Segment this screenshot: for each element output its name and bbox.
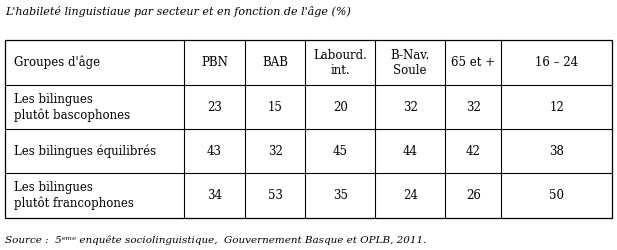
Text: 34: 34 [207,189,222,202]
Text: 44: 44 [403,145,418,158]
Text: 42: 42 [466,145,481,158]
Text: Source :  5ᵉᵐᵉ enquête sociolinguistique,  Gouvernement Basque et OPLB, 2011.: Source : 5ᵉᵐᵉ enquête sociolinguistique,… [5,236,426,245]
Text: Labourd.
int.: Labourd. int. [313,49,367,77]
Text: BAB: BAB [262,56,288,69]
Text: 50: 50 [549,189,564,202]
Text: 32: 32 [403,101,418,114]
Text: 43: 43 [207,145,222,158]
Text: 15: 15 [268,101,283,114]
Text: 45: 45 [333,145,348,158]
Text: 26: 26 [466,189,481,202]
Text: Les bilingues
plutôt francophones: Les bilingues plutôt francophones [14,181,134,210]
Text: L'habileté linguistiaue par secteur et en fonction de l'âge (%): L'habileté linguistiaue par secteur et e… [5,6,351,17]
Text: 16 – 24: 16 – 24 [535,56,578,69]
Bar [5,40,612,218]
Text: 32: 32 [466,101,481,114]
Text: 38: 38 [549,145,564,158]
Text: PBN: PBN [201,56,228,69]
Text: B-Nav.
Soule: B-Nav. Soule [391,49,430,77]
Text: 65 et +: 65 et + [451,56,495,69]
Text: 12: 12 [549,101,564,114]
Text: 53: 53 [268,189,283,202]
Text: 24: 24 [403,189,418,202]
Text: Les bilingues équilibrés: Les bilingues équilibrés [14,145,156,158]
Text: 23: 23 [207,101,222,114]
Text: Les bilingues
plutôt bascophones: Les bilingues plutôt bascophones [14,93,130,122]
Text: 32: 32 [268,145,283,158]
Text: Groupes d'âge: Groupes d'âge [14,56,101,70]
Text: 35: 35 [333,189,348,202]
Text: 20: 20 [333,101,348,114]
